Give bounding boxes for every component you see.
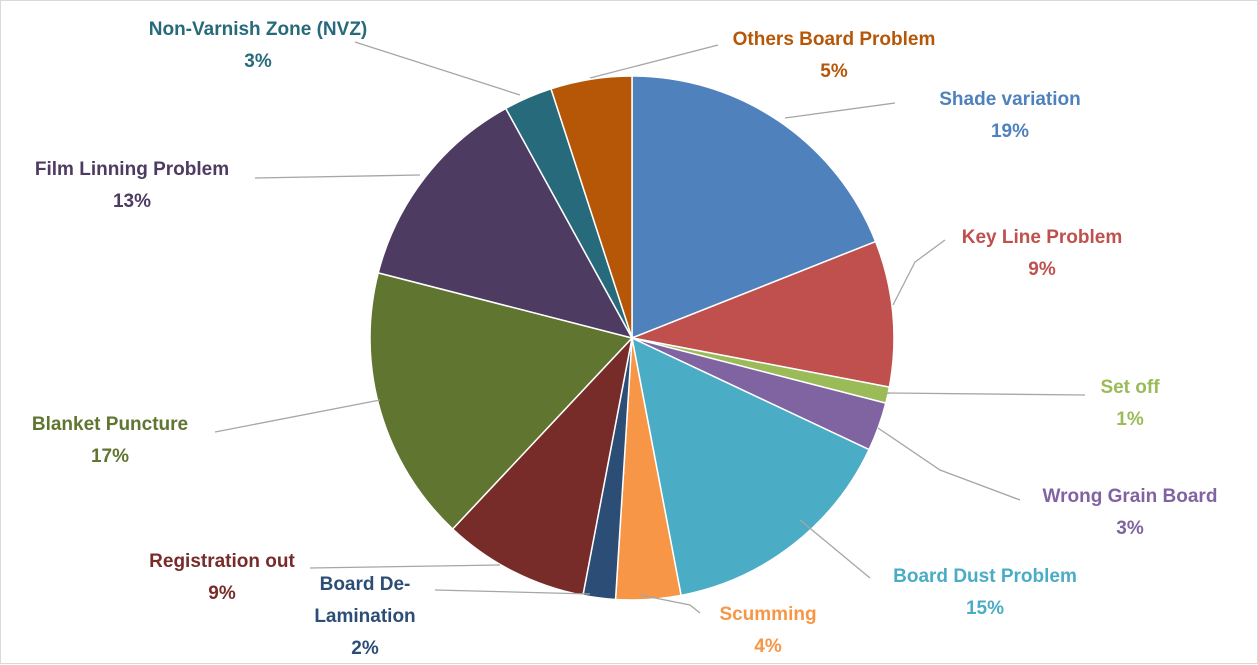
leader-line	[214, 399, 381, 433]
data-label: Blanket Puncture 17%	[0, 409, 220, 473]
category-label: Film Linning Problem	[34, 159, 230, 180]
data-label: Others Board Problem 5%	[684, 24, 984, 88]
data-label: Non-Varnish Zone (NVZ) 3%	[143, 14, 373, 78]
category-label: Board De-Lamination	[314, 574, 416, 627]
leader-line	[354, 41, 521, 96]
pie-slice	[630, 336, 871, 597]
data-label: Board Dust Problem 15%	[855, 561, 1115, 625]
value-label: 19%	[990, 121, 1030, 142]
leader-line	[784, 102, 896, 119]
value-label: 3%	[244, 51, 272, 72]
data-label: Registration out 9%	[102, 546, 342, 610]
leader-line	[877, 427, 1021, 501]
leader-line	[309, 564, 501, 569]
value-label: 1%	[1116, 409, 1144, 430]
pie-slice	[377, 107, 634, 340]
category-label: Shade variation	[939, 89, 1081, 110]
value-label: 9%	[1028, 259, 1056, 280]
category-label: Scumming	[719, 604, 817, 625]
value-label: 2%	[351, 638, 379, 659]
data-label: Key Line Problem 9%	[922, 222, 1162, 286]
pie-slice	[631, 75, 877, 340]
data-label: Board De-Lamination 2%	[290, 569, 440, 665]
pie-slice	[369, 271, 634, 531]
value-label: 9%	[208, 583, 236, 604]
leader-line	[434, 589, 591, 595]
category-label: Wrong Grain Board	[1042, 486, 1218, 507]
leader-line	[639, 594, 701, 614]
category-label: Board Dust Problem	[893, 566, 1077, 587]
value-label: 3%	[1116, 518, 1144, 539]
value-label: 4%	[754, 636, 782, 657]
value-label: 17%	[90, 446, 130, 467]
data-label: Scumming 4%	[688, 599, 848, 663]
category-label: Set off	[1100, 377, 1160, 398]
category-label: Blanket Puncture	[31, 414, 189, 435]
pie-slice	[629, 240, 895, 388]
data-label: Film Linning Problem 13%	[2, 154, 262, 218]
value-label: 15%	[965, 598, 1005, 619]
leader-line	[799, 519, 871, 579]
data-label: Set off 1%	[1070, 372, 1190, 436]
leader-line	[886, 392, 1086, 396]
category-label: Key Line Problem	[961, 227, 1123, 248]
leader-line	[254, 174, 421, 179]
category-label: Registration out	[149, 551, 295, 572]
leader-line	[892, 239, 946, 306]
value-label: 13%	[112, 191, 152, 212]
pie-slice	[550, 75, 633, 339]
data-label: Shade variation 19%	[880, 84, 1140, 148]
category-label: Non-Varnish Zone (NVZ)	[148, 19, 368, 40]
category-label: Others Board Problem	[732, 29, 936, 50]
leader-line	[589, 44, 719, 79]
data-label: Wrong Grain Board 3%	[1000, 481, 1258, 545]
value-label: 5%	[820, 61, 848, 82]
